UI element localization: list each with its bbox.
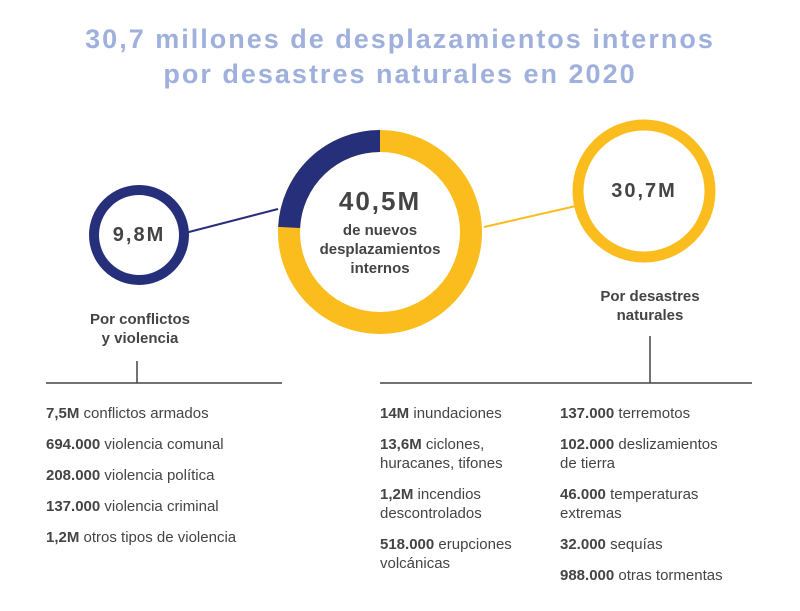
list-item: 14M inundaciones	[380, 404, 550, 423]
list-item-text-continued: descontrolados	[380, 505, 482, 522]
list-item-number: 137.000	[46, 498, 101, 515]
list-item-number: 32.000	[560, 536, 606, 553]
list-item-text: incendios	[417, 486, 481, 503]
list-item-number: 7,5M	[46, 405, 80, 422]
list-item-text: violencia criminal	[104, 498, 219, 515]
disaster-ring	[572, 119, 716, 263]
list-item-text-continued: volcánicas	[380, 555, 451, 572]
list-item-number: 13,6M	[380, 436, 422, 453]
list-item: 46.000 temperaturas extremas	[560, 485, 760, 523]
disaster-label-line-1: Por desastres	[600, 288, 700, 305]
list-item: 1,2M otros tipos de violencia	[46, 528, 296, 547]
list-item-number: 518.000	[380, 536, 435, 553]
list-item-text-continued: extremas	[560, 505, 622, 522]
infographic-title: 30,7 millones de desplazamientos interno…	[0, 22, 800, 92]
list-item-text: erupciones	[438, 536, 512, 553]
conflict-label: Por conflictos y violencia	[60, 310, 220, 348]
list-item: 7,5M conflictos armados	[46, 404, 296, 423]
list-item-number: 14M	[380, 405, 410, 422]
list-item-text: ciclones,	[425, 436, 485, 453]
list-item-number: 694.000	[46, 436, 101, 453]
list-item-text: sequías	[610, 536, 663, 553]
list-item-number: 208.000	[46, 467, 101, 484]
list-item: 988.000 otras tormentas	[560, 566, 760, 585]
list-item-text: otros tipos de violencia	[83, 529, 237, 546]
list-item: 694.000 violencia comunal	[46, 435, 296, 454]
conflict-label-line-2: y violencia	[101, 330, 179, 347]
list-item-number: 46.000	[560, 486, 606, 503]
center-caption-line-2: desplazamientos	[319, 241, 441, 258]
title-line-2: por desastres naturales en 2020	[163, 59, 637, 89]
conflict-ring	[89, 185, 189, 285]
center-value: 40,5M	[338, 186, 422, 216]
list-item: 518.000 erupciones volcánicas	[380, 535, 550, 573]
list-item: 1,2M incendios descontrolados	[380, 485, 550, 523]
list-item-text: violencia política	[104, 467, 215, 484]
list-item-number: 988.000	[560, 567, 615, 584]
disaster-connector-line	[483, 205, 577, 228]
list-item: 102.000 deslizamientos de tierra	[560, 435, 760, 473]
conflict-label-line-1: Por conflictos	[89, 311, 190, 328]
list-item-text: temperaturas	[610, 486, 699, 503]
conflict-connector-line	[184, 208, 279, 234]
list-item-number: 137.000	[560, 405, 615, 422]
list-item-text: inundaciones	[413, 405, 502, 422]
list-item: 137.000 violencia criminal	[46, 497, 296, 516]
list-item-number: 1,2M	[380, 486, 414, 503]
list-item-text: otras tormentas	[618, 567, 723, 584]
list-item-text: deslizamientos	[618, 436, 718, 453]
disaster-label: Por desastres naturales	[570, 287, 730, 325]
list-item: 208.000 violencia política	[46, 466, 296, 485]
title-line-1: 30,7 millones de desplazamientos interno…	[85, 24, 715, 54]
center-caption-line-1: de nuevos	[342, 222, 418, 239]
list-item-number: 1,2M	[46, 529, 80, 546]
list-item-text: terremotos	[618, 405, 691, 422]
center-caption-line-3: internos	[350, 260, 410, 277]
center-caption: de nuevos desplazamientos internos	[295, 221, 465, 278]
list-item-number: 102.000	[560, 436, 615, 453]
disaster-list-col1: 14M inundaciones 13,6M ciclones, huracanes…	[380, 404, 550, 585]
list-item: 13,6M ciclones, huracanes, tifones	[380, 435, 550, 473]
list-item-text: violencia comunal	[104, 436, 224, 453]
list-item: 137.000 terremotos	[560, 404, 760, 423]
disaster-label-line-2: naturales	[616, 307, 684, 324]
list-item-text-continued: de tierra	[560, 455, 616, 472]
list-item-text: conflictos armados	[83, 405, 209, 422]
disaster-list-col2: 137.000 terremotos 102.000 deslizamientos…	[560, 404, 760, 597]
conflict-value: 9,8M	[112, 224, 166, 246]
conflict-list: 7,5M conflictos armados 694.000 violencia…	[46, 404, 296, 559]
list-item: 32.000 sequías	[560, 535, 760, 554]
disaster-value: 30,7M	[611, 180, 677, 202]
donut-conflict-segment	[278, 130, 381, 229]
list-item-text-continued: huracanes, tifones	[380, 455, 503, 472]
